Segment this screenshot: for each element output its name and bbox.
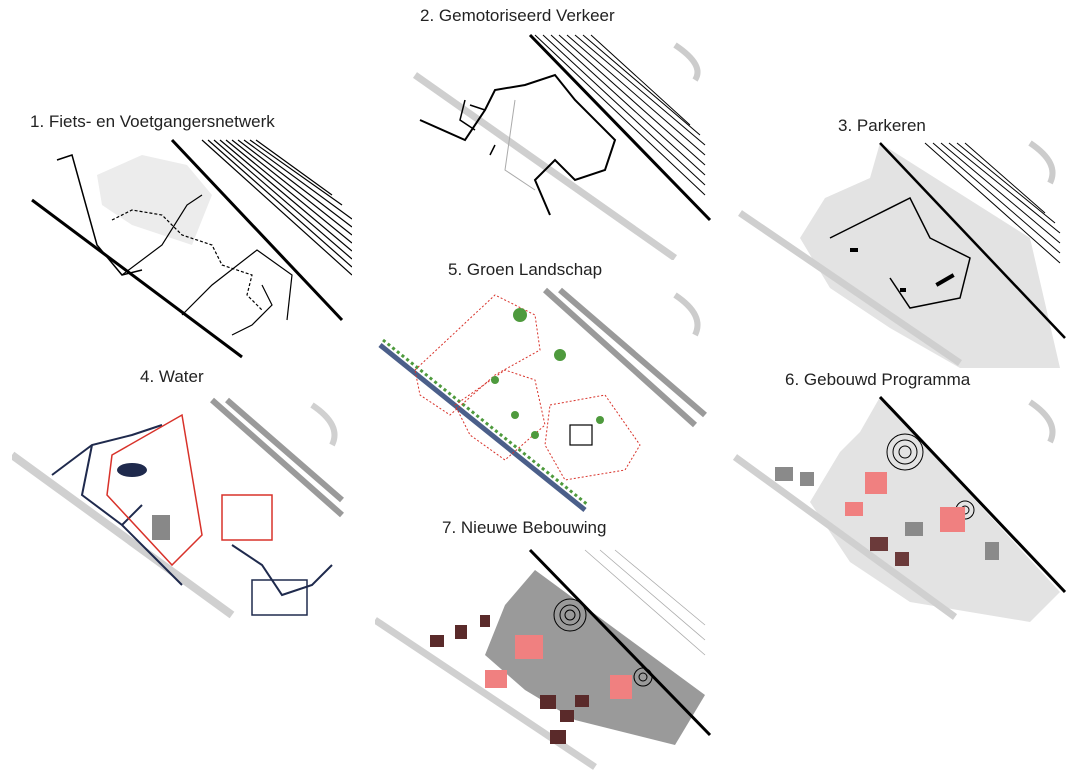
map-panel-built-program [730, 392, 1070, 622]
map-panel-cycling-network [12, 135, 352, 365]
cycle-path-east [181, 249, 293, 321]
ground-grey [485, 570, 705, 745]
road-branches [459, 99, 496, 156]
tree-row [382, 338, 589, 507]
main-road [878, 395, 1067, 594]
building-grey-3 [800, 472, 814, 486]
boundary-red-east [221, 494, 273, 541]
map-panel-green-landscape [375, 285, 715, 515]
building-grey-2 [775, 467, 793, 481]
green-zone-1 [414, 294, 541, 416]
motor-traffic-map [412, 33, 712, 260]
tree-4 [596, 416, 604, 424]
tree-cluster-2 [554, 349, 566, 361]
green-zone-2 [454, 369, 546, 461]
building-pink-2 [485, 670, 507, 688]
cycle-path-south [231, 284, 273, 336]
side-road [504, 99, 536, 191]
cycle-route-south [31, 198, 243, 359]
road-curve-grey [673, 42, 701, 82]
parking-road [829, 196, 971, 309]
main-road [170, 138, 344, 322]
building-dark-2 [895, 552, 909, 566]
main-road [528, 548, 712, 737]
rail-grey-band [12, 451, 235, 619]
rail-tracks [201, 139, 352, 276]
road-curve-grey [1028, 399, 1056, 444]
rail-tracks [924, 142, 1061, 264]
tree-1 [491, 376, 499, 384]
panel-title-p7: 7. Nieuwe Bebouwing [442, 518, 607, 537]
water-edge [378, 343, 587, 512]
new-building-blocks [430, 615, 589, 744]
ground-area [800, 143, 1060, 368]
tree-3 [531, 431, 539, 439]
building-pink-1 [515, 635, 543, 659]
panel-title-p6: 6. Gebouwd Programma [785, 370, 971, 389]
road-curve-grey [310, 402, 338, 447]
map-panel-motor-traffic [375, 30, 715, 260]
rail-grey-band [732, 454, 958, 620]
road-curve-grey [1028, 140, 1056, 185]
rail-tracks-grey [542, 287, 707, 428]
building-pink-2 [845, 502, 863, 516]
ground-area [97, 155, 212, 245]
building-pink-3 [610, 675, 632, 699]
panel-title-p5: 5. Groen Landschap [448, 260, 603, 279]
tree-cluster-1 [513, 308, 527, 322]
rail-grey-band [412, 72, 678, 260]
panel-title-p2: 2. Gemotoriseerd Verkeer [420, 6, 615, 25]
map-panel-water [12, 395, 352, 620]
building-grey-4 [985, 542, 999, 560]
cycle-path-west [56, 154, 143, 276]
cycling-network-map [31, 138, 352, 359]
main-road [528, 33, 712, 222]
rail-tracks [534, 34, 706, 196]
panel-title-p4: 4. Water [140, 367, 204, 386]
map-panel-parking [730, 138, 1070, 368]
water-basin [251, 579, 308, 616]
rail-tracks-grey [210, 397, 344, 518]
rail-tracks-thin [584, 549, 706, 656]
new-buildings-map [375, 548, 712, 770]
green-landscape-map [378, 287, 707, 512]
landmark-circles [553, 598, 653, 687]
parking-lot-1 [850, 248, 858, 252]
water-map [12, 397, 344, 619]
tree-2 [511, 411, 519, 419]
main-road [879, 142, 1066, 339]
building-grey [152, 515, 170, 540]
building-dark-1 [870, 537, 888, 551]
road-curve-grey [673, 292, 701, 337]
footpath-dashed [111, 209, 263, 311]
parking-lot-3 [900, 288, 906, 292]
panel-title-p3: 3. Parkeren [838, 116, 926, 135]
building-pink-1 [865, 472, 887, 494]
building-block [569, 424, 593, 446]
rail-grey-band [738, 210, 962, 366]
building-grey-1 [905, 522, 923, 536]
built-program-map [732, 395, 1067, 622]
ground-area [810, 397, 1060, 622]
parking-lot-2 [935, 273, 955, 287]
parking-map [738, 140, 1066, 368]
panel-title-p1: 1. Fiets- en Voetgangersnetwerk [30, 112, 275, 131]
map-panel-new-buildings [375, 545, 715, 771]
cycle-path-north [121, 194, 203, 276]
building-pink-3 [940, 507, 965, 532]
water-channels [51, 424, 333, 597]
pond-1 [117, 463, 147, 477]
boundary-red-west [106, 413, 203, 567]
